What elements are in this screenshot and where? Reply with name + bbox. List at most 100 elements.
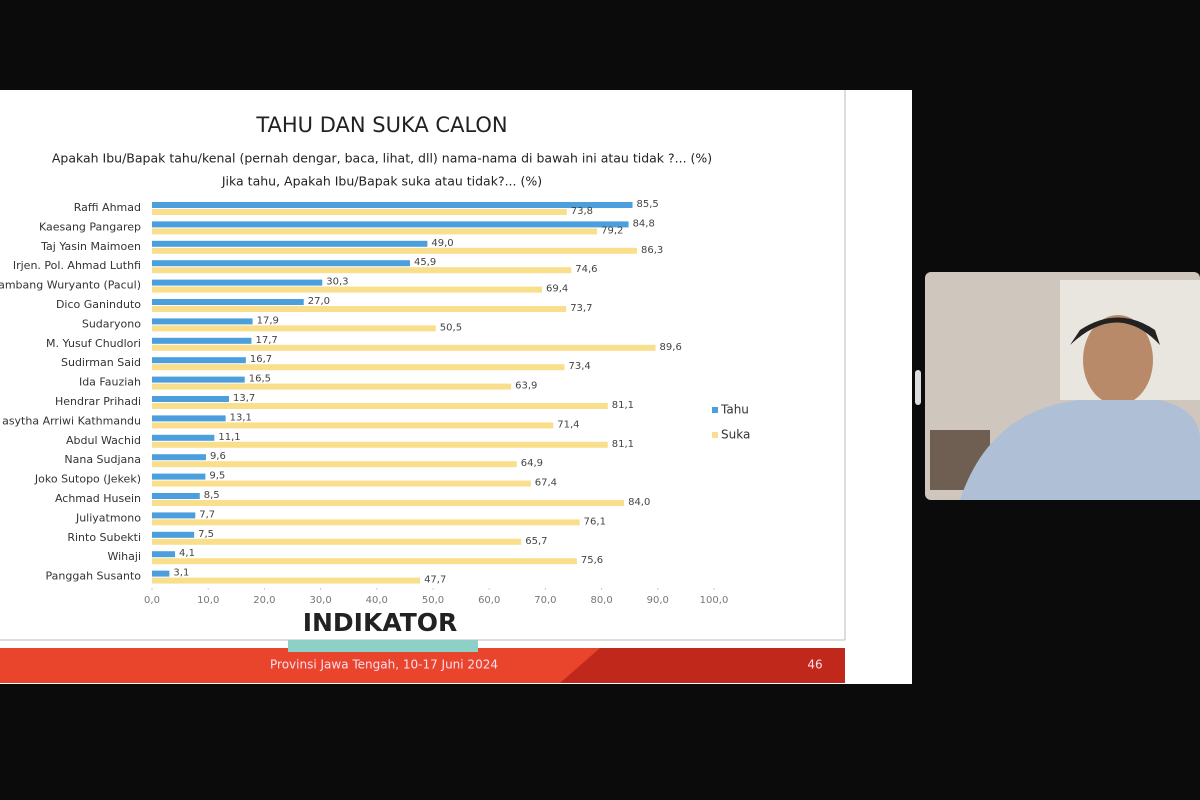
x-tick-label: 100,0 bbox=[700, 595, 729, 606]
data-label: 3,1 bbox=[173, 568, 189, 579]
data-label: 7,5 bbox=[198, 529, 214, 540]
bar bbox=[152, 221, 629, 228]
subtitle: Apakah Ibu/Bapak tahu/kenal (pernah deng… bbox=[52, 151, 712, 166]
y-tick-label: Kaesang Pangarep bbox=[39, 220, 141, 233]
x-tick-label: 70,0 bbox=[534, 595, 556, 606]
data-label: 13,1 bbox=[230, 412, 252, 423]
bar bbox=[152, 318, 253, 325]
bar bbox=[152, 538, 522, 545]
data-label: 71,4 bbox=[557, 419, 579, 430]
data-label: 9,5 bbox=[209, 471, 225, 482]
y-tick-label: M. Yusuf Chudlori bbox=[46, 337, 141, 350]
data-label: 64,9 bbox=[521, 458, 543, 469]
y-tick-label: Abdul Wachid bbox=[66, 434, 141, 447]
bar bbox=[152, 441, 608, 448]
x-tick-label: 10,0 bbox=[197, 595, 219, 606]
footer-text: Provinsi Jawa Tengah, 10-17 Juni 2024 bbox=[270, 658, 498, 672]
bar bbox=[152, 558, 577, 565]
y-tick-label: Irjen. Pol. Ahmad Luthfi bbox=[13, 259, 141, 272]
logo: INDIKATOR bbox=[303, 608, 458, 637]
y-tick-label: asytha Arriwi Kathmandu bbox=[2, 414, 141, 427]
data-label: 69,4 bbox=[546, 284, 568, 295]
bar bbox=[152, 570, 170, 577]
data-label: 76,1 bbox=[584, 516, 606, 527]
bar bbox=[152, 337, 252, 344]
data-label: 81,1 bbox=[612, 400, 634, 411]
bar bbox=[152, 531, 195, 538]
bar bbox=[152, 577, 421, 584]
bar bbox=[152, 519, 580, 526]
data-label: 30,3 bbox=[326, 277, 348, 288]
bar bbox=[152, 279, 323, 286]
legend-swatch bbox=[712, 407, 718, 413]
bar bbox=[152, 357, 246, 364]
webcam-hair bbox=[1070, 317, 1160, 345]
y-tick-label: Nana Sudjana bbox=[64, 453, 141, 466]
y-tick-label: Panggah Susanto bbox=[46, 570, 142, 583]
data-label: 73,7 bbox=[570, 303, 592, 314]
webcam-face bbox=[1083, 315, 1153, 405]
data-label: 17,7 bbox=[255, 335, 277, 346]
data-label: 67,4 bbox=[535, 478, 557, 489]
data-label: 17,9 bbox=[257, 315, 279, 326]
data-label: 7,7 bbox=[199, 509, 215, 520]
data-label: 73,4 bbox=[569, 361, 591, 372]
legend-label: Tahu bbox=[720, 403, 749, 417]
y-tick-label: Ida Fauziah bbox=[79, 376, 141, 389]
legend-label: Suka bbox=[721, 428, 750, 442]
bar bbox=[152, 403, 608, 409]
bar bbox=[152, 376, 245, 383]
data-label: 85,5 bbox=[637, 199, 659, 210]
bar bbox=[152, 209, 567, 215]
data-label: 8,5 bbox=[204, 490, 220, 501]
logo-underline bbox=[288, 640, 478, 652]
bar bbox=[152, 383, 512, 390]
bar bbox=[152, 415, 226, 422]
y-tick-label: Taj Yasin Maimoen bbox=[40, 240, 141, 253]
bar bbox=[152, 260, 410, 267]
bar bbox=[152, 493, 200, 499]
page-number: 46 bbox=[807, 658, 822, 672]
data-label: 84,0 bbox=[628, 497, 650, 508]
data-label: 11,1 bbox=[218, 432, 240, 443]
subtitle: Jika tahu, Apakah Ibu/Bapak suka atau ti… bbox=[221, 174, 542, 189]
bar bbox=[152, 480, 531, 487]
bar bbox=[152, 396, 229, 402]
bar bbox=[152, 512, 196, 519]
data-label: 73,8 bbox=[571, 206, 593, 217]
y-tick-label: Raffi Ahmad bbox=[74, 201, 141, 214]
data-label: 49,0 bbox=[431, 238, 453, 249]
y-tick-label: Sudaryono bbox=[82, 317, 141, 330]
bar bbox=[152, 500, 625, 506]
data-label: 45,9 bbox=[414, 257, 436, 268]
y-tick-label: ambang Wuryanto (Pacul) bbox=[0, 279, 141, 292]
x-tick-label: 0,0 bbox=[144, 595, 160, 606]
data-label: 4,1 bbox=[179, 548, 195, 559]
data-label: 16,7 bbox=[250, 354, 272, 365]
y-tick-label: Achmad Husein bbox=[55, 492, 141, 505]
y-tick-label: Juliyatmono bbox=[75, 511, 141, 524]
bar bbox=[152, 247, 638, 254]
x-tick-label: 80,0 bbox=[590, 595, 612, 606]
bar bbox=[152, 240, 428, 247]
bar bbox=[152, 325, 436, 332]
y-tick-label: Rinto Subekti bbox=[67, 531, 141, 544]
bar bbox=[152, 364, 565, 371]
bar bbox=[152, 267, 572, 274]
x-tick-label: 30,0 bbox=[309, 595, 331, 606]
bar bbox=[152, 299, 304, 305]
y-tick-label: Joko Sutopo (Jekek) bbox=[34, 473, 141, 486]
x-tick-label: 20,0 bbox=[253, 595, 275, 606]
bar bbox=[152, 344, 656, 351]
x-tick-label: 60,0 bbox=[478, 595, 500, 606]
y-tick-label: Dico Ganinduto bbox=[56, 298, 141, 311]
bar bbox=[152, 306, 567, 312]
webcam-shirt bbox=[960, 400, 1200, 500]
data-label: 75,6 bbox=[581, 555, 603, 566]
data-label: 27,0 bbox=[308, 296, 330, 307]
bar bbox=[152, 551, 176, 558]
bar bbox=[152, 202, 633, 208]
legend-swatch bbox=[712, 432, 718, 438]
y-tick-label: Hendrar Prihadi bbox=[55, 395, 141, 408]
